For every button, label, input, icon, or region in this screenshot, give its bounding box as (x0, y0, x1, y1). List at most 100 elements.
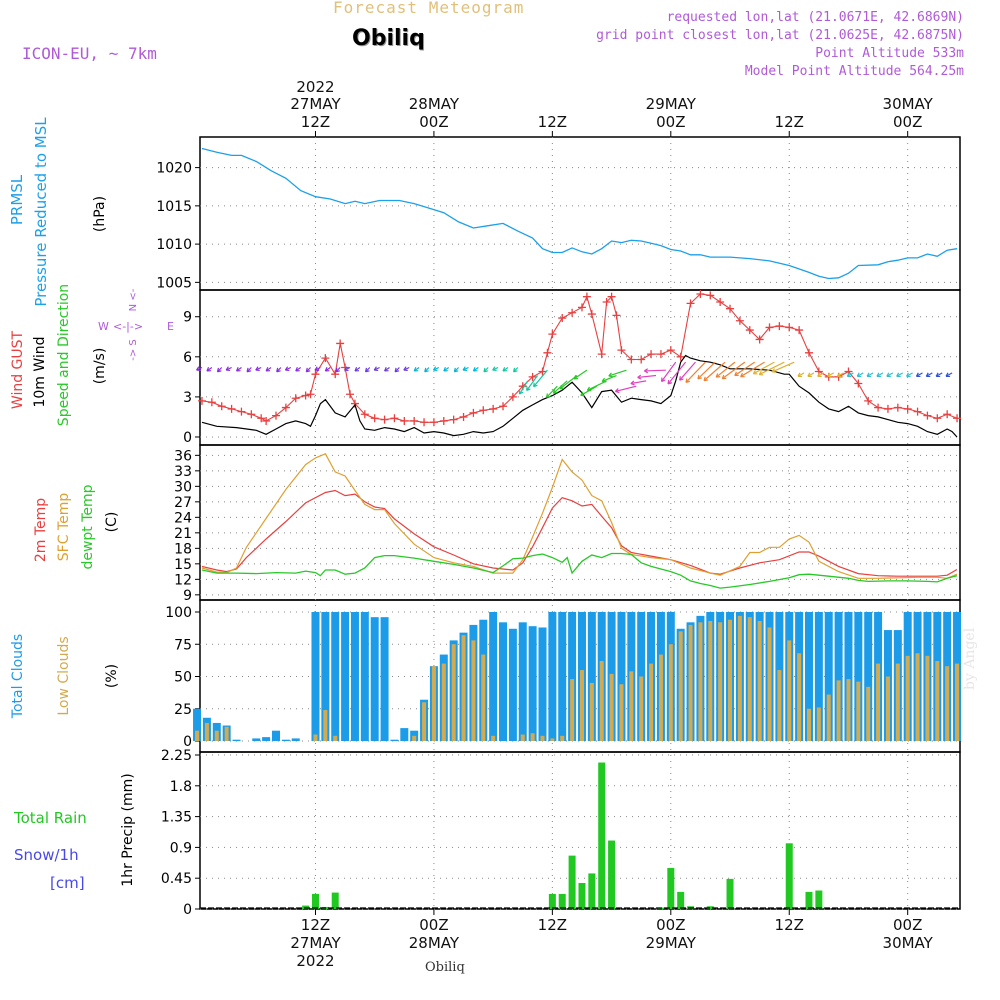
rain-bar (805, 891, 813, 909)
low-cloud-bar (579, 670, 584, 741)
wind-arrow-shaft (916, 372, 923, 377)
total-cloud-bar (568, 612, 577, 741)
gust-marker (755, 335, 764, 344)
wind-arrow-head (545, 393, 551, 398)
low-cloud-bar (777, 670, 782, 741)
bottom-time-label-hour: 12Z (538, 916, 567, 934)
wind-arrow-shaft (526, 375, 539, 391)
top-time-label-date: 27MAY (290, 95, 341, 113)
gust-marker (627, 355, 636, 364)
temperature-ytick-label: 9 (183, 588, 192, 604)
wind-speed-direction-label: Speed and Direction (56, 284, 72, 426)
total-clouds-label: Total Clouds (10, 634, 26, 719)
low-cloud-bar (195, 730, 200, 741)
wind-arrow-shaft (856, 372, 864, 377)
wind-arrow-shaft (758, 361, 785, 376)
wind-arrow-shaft (601, 374, 617, 382)
wind-arrow-head (413, 367, 419, 372)
bottom-time-label-hour: 12Z (775, 916, 804, 934)
wind-direction-arrow (771, 361, 795, 373)
gust-marker (247, 410, 256, 419)
wind-arrow-head (265, 367, 271, 372)
total-cloud-bar (538, 627, 547, 741)
wind-arrow-head (472, 367, 478, 372)
wind-arrow-shaft (546, 385, 558, 398)
wind-direction-arrow (384, 367, 390, 372)
wind-direction-arrow (836, 372, 844, 378)
wind-arrow-head (276, 367, 281, 373)
bottom-time-label-date: 30MAY (883, 934, 934, 952)
wind-direction-arrow (752, 361, 775, 375)
wind-arrow-head (492, 366, 497, 372)
wind-arrow-head (630, 380, 635, 386)
wind-direction-arrow (797, 372, 805, 378)
rain-bar (815, 890, 823, 909)
gust-marker (331, 370, 340, 379)
low-cloud-bar (609, 673, 614, 741)
wind-direction-arrow (807, 372, 815, 378)
low-cloud-bar (658, 654, 663, 741)
wind-arrow-head (876, 372, 881, 378)
gust-marker (696, 290, 705, 299)
top-time-label-hour: 12Z (775, 113, 804, 131)
snow-legend: Snow/1h (14, 846, 79, 864)
wind-arrow-head (679, 376, 684, 381)
wind-direction-arrow (394, 367, 400, 373)
low-cloud-bar (570, 679, 575, 741)
wind-direction-arrow (915, 372, 923, 378)
low-cloud-bar (866, 686, 871, 741)
rain-bar (558, 893, 566, 909)
wind-ytick-label: 6 (183, 350, 192, 366)
compass-north: N <- (128, 288, 139, 311)
gust-marker (272, 411, 280, 420)
total-cloud-bar (350, 612, 359, 741)
top-time-label-hour: 00Z (893, 113, 922, 131)
wind-direction-arrow (614, 385, 637, 394)
wind-arrow-shaft (734, 361, 756, 376)
compass-arrows: <-|-> (113, 320, 143, 333)
total-cloud-bar (844, 612, 853, 741)
low-cloud-bar (678, 631, 683, 741)
temperature-ytick-label: 30 (174, 479, 192, 495)
gust-marker (321, 354, 330, 363)
low-cloud-bar (708, 621, 713, 741)
wind-direction-arrow (324, 367, 331, 372)
gust-marker (499, 402, 508, 411)
temperature-ytick-label: 18 (174, 541, 192, 557)
wind-direction-arrow (533, 369, 548, 388)
compass-east: E (167, 320, 174, 333)
wind-arrow-head (512, 367, 518, 373)
wind-ylabel: (m/s) (92, 348, 108, 385)
wind-direction-arrow (206, 367, 213, 372)
gust-marker (726, 304, 735, 313)
low-cloud-bar (826, 694, 831, 741)
total-cloud-bar (617, 612, 626, 741)
wind-arrow-head (518, 389, 524, 395)
wind-arrow-head (734, 371, 739, 377)
wind-arrow-shaft (876, 372, 884, 377)
clouds-ytick-label: 50 (174, 670, 192, 686)
low-cloud-bar (806, 708, 811, 741)
low-cloud-bar (955, 663, 960, 741)
gust-marker (735, 316, 744, 325)
low-cloud-bar (451, 644, 456, 741)
gust-marker (864, 396, 873, 405)
wind-arrow-head (945, 372, 951, 378)
wind-arrow-shaft (886, 372, 894, 377)
wind-direction-arrow (740, 361, 765, 378)
pressure-ytick-label: 1015 (156, 199, 192, 215)
wind-arrow-head (896, 372, 901, 378)
gust-marker (923, 411, 932, 420)
low-cloud-bar (441, 663, 446, 741)
wind-arrow-shaft (715, 361, 736, 378)
wind-arrow-head (424, 367, 429, 373)
wind-direction-arrow (586, 380, 607, 392)
gust-marker (656, 350, 665, 359)
rain-bar (588, 873, 596, 909)
wind-direction-arrow (945, 372, 953, 378)
gust-marker (854, 379, 863, 388)
wind-arrow-head (807, 372, 812, 378)
wind-direction-arrow (196, 366, 203, 372)
low-cloud-bar (313, 734, 318, 741)
bottom-time-label-year: 2022 (296, 952, 334, 970)
